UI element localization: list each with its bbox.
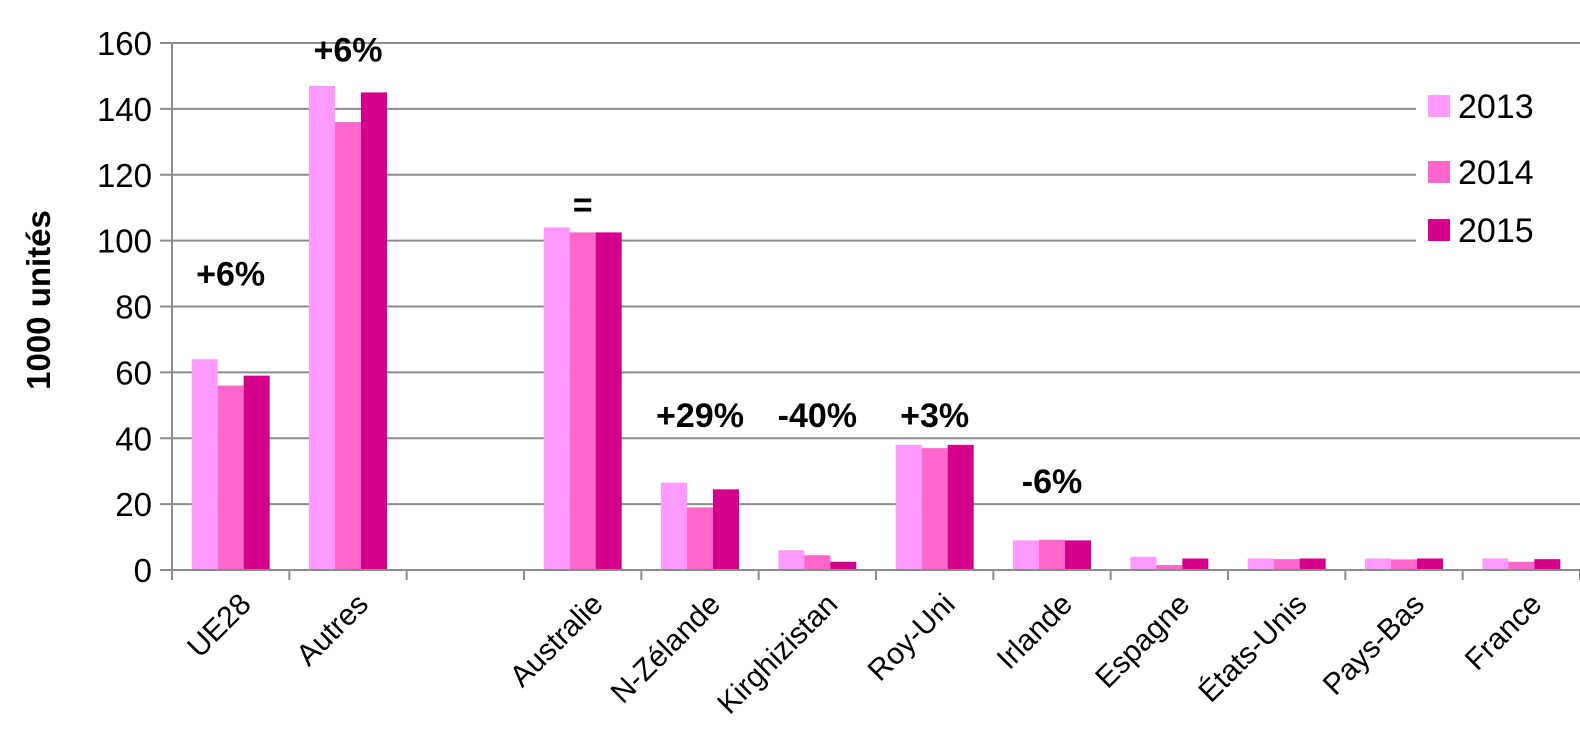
bar [217, 385, 244, 570]
x-tick-label: Espagne [1089, 588, 1196, 695]
legend-label: 2015 [1458, 212, 1534, 250]
bar [804, 555, 831, 570]
bar [1417, 558, 1443, 570]
bar [309, 85, 335, 570]
bars [191, 85, 1561, 571]
annotation-label: = [573, 186, 593, 224]
legend-label: 2014 [1458, 154, 1534, 192]
x-tick-label: Australie [504, 588, 610, 694]
legend-swatch [1428, 95, 1450, 117]
bar [1508, 561, 1535, 570]
legend-swatch [1428, 219, 1450, 241]
annotation-label: +3% [900, 397, 969, 435]
x-tick-label: Irlande [991, 588, 1079, 676]
bar [1482, 558, 1509, 570]
x-tick-label: États-Unis [1192, 588, 1313, 709]
y-tick-label: 120 [97, 157, 152, 194]
y-tick-label: 60 [115, 354, 152, 391]
bar [191, 359, 218, 570]
y-tick-label: 0 [134, 552, 152, 589]
bar [595, 232, 622, 570]
bar [1013, 540, 1039, 570]
bar [1065, 540, 1091, 570]
bar [1299, 558, 1326, 570]
bar [895, 444, 922, 570]
x-tick-label: N-Zélande [605, 588, 727, 710]
y-tick-label: 40 [115, 420, 152, 457]
x-tick-label: Pays-Bas [1317, 588, 1431, 702]
bar [1365, 558, 1391, 570]
annotation-label: +29% [656, 397, 744, 435]
bar [335, 122, 361, 571]
annotation-label: -40% [778, 397, 857, 435]
bar [243, 375, 270, 570]
x-tick-label: UE28 [181, 588, 257, 664]
legend-label: 2013 [1458, 88, 1534, 126]
bar [1182, 558, 1209, 570]
bar [1039, 539, 1065, 570]
bar [921, 448, 948, 570]
bar [361, 92, 387, 570]
bar [1391, 559, 1417, 570]
y-axis-label: 1000 unités [20, 210, 57, 390]
grid [172, 42, 1580, 506]
x-tick-label: Autres [290, 588, 375, 673]
y-tick-label: 100 [97, 223, 152, 260]
annotation-label: +6% [314, 32, 383, 70]
bar [1534, 559, 1561, 570]
y-tick-label: 140 [97, 91, 152, 128]
bar [543, 227, 570, 570]
bar [1156, 565, 1183, 570]
bar [661, 482, 687, 570]
annotations: +6% +6% = +29% -40% +3% -6% [196, 32, 1082, 501]
bar [830, 561, 857, 570]
bar [713, 489, 739, 570]
annotation-label: +6% [196, 256, 265, 294]
y-tick-label: 20 [115, 486, 152, 523]
bar [569, 232, 596, 570]
bar [1130, 556, 1157, 570]
bar [687, 507, 713, 570]
bar [1273, 559, 1300, 570]
bar [947, 444, 974, 570]
x-tick-label: Kirghizistan [711, 588, 844, 721]
bar [778, 550, 805, 570]
legend: 2013 2014 2015 [1416, 80, 1580, 258]
x-tick-label: Roy-Uni [862, 588, 962, 688]
annotation-label: -6% [1022, 463, 1082, 501]
legend-swatch [1428, 161, 1450, 183]
x-tick-label: France [1459, 588, 1548, 677]
y-tick-label: 160 [97, 25, 152, 62]
bar [1247, 558, 1274, 570]
y-tick-label: 80 [115, 289, 152, 326]
